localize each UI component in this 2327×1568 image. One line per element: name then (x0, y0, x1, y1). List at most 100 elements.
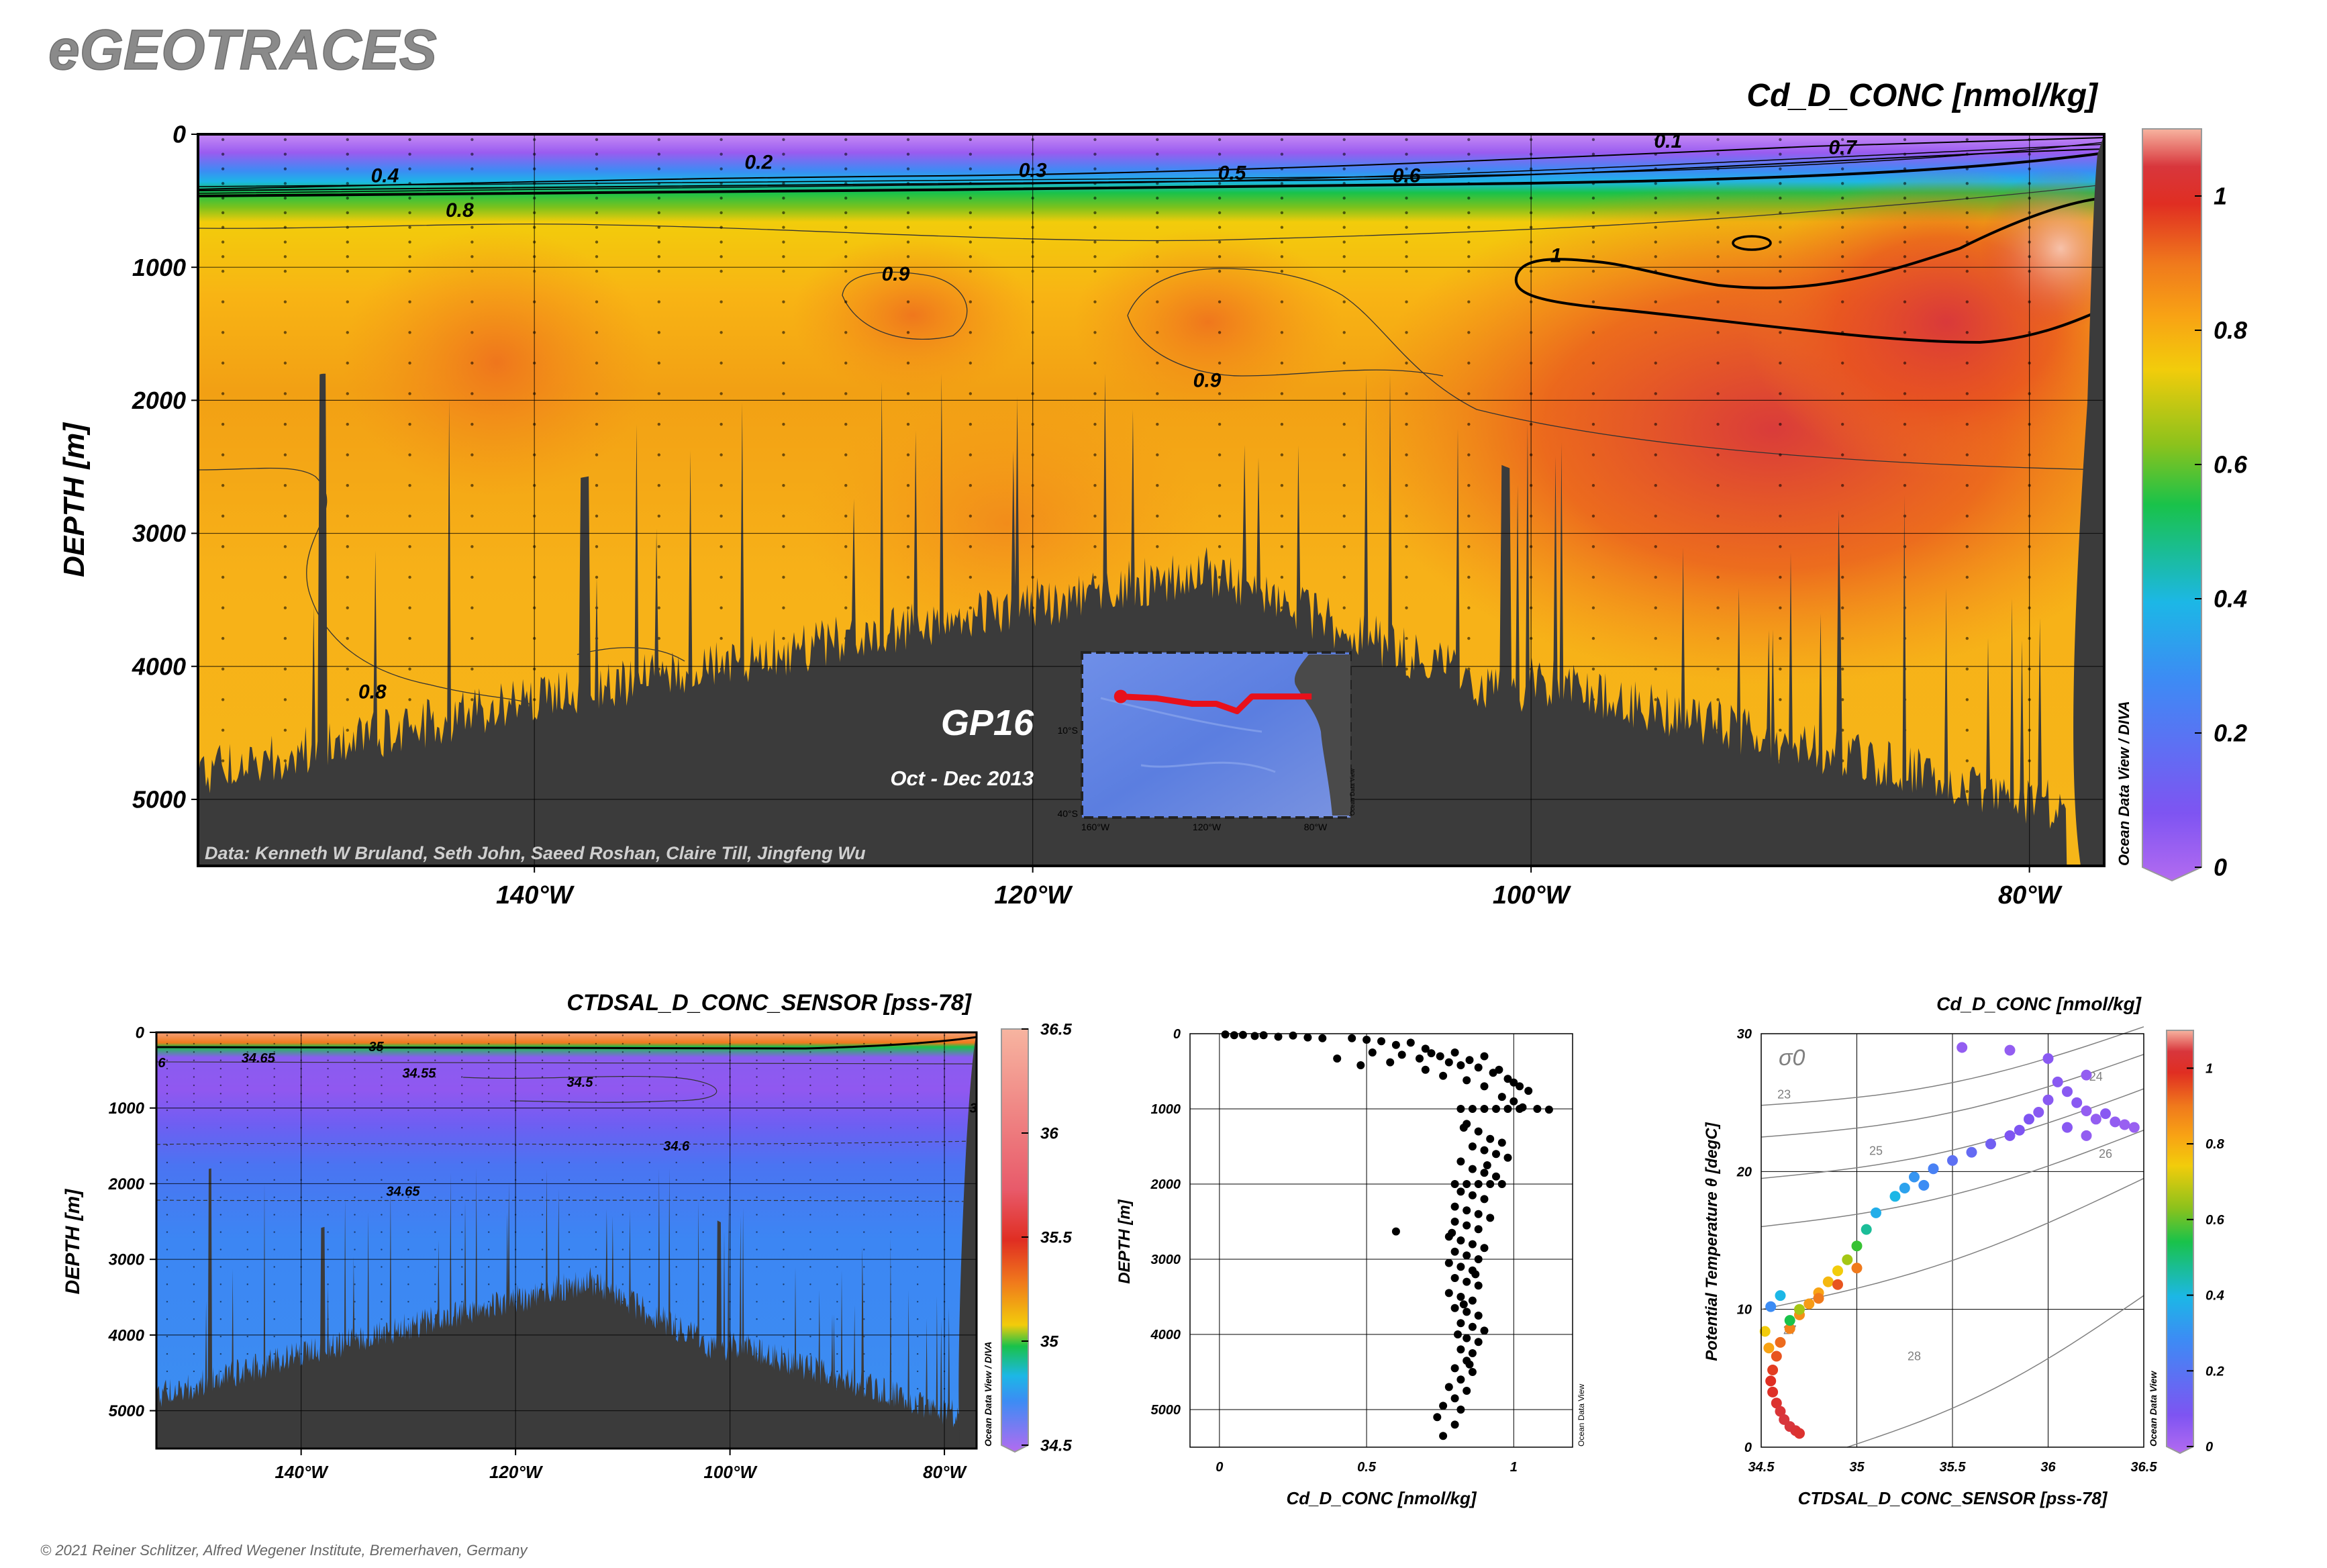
sample-point (1591, 226, 1595, 229)
profile-data-point (1439, 1071, 1448, 1080)
sample-point (354, 1144, 356, 1146)
sample-point (1093, 331, 1097, 334)
sample-point (1467, 196, 1471, 200)
sample-point (648, 1093, 650, 1095)
sample-point (1405, 182, 1408, 185)
sample-point (434, 1109, 436, 1112)
sample-point (568, 1196, 571, 1198)
sample-point (1467, 226, 1471, 229)
sample-point (408, 606, 411, 609)
sample-point (541, 1196, 544, 1198)
sample-point (1280, 453, 1284, 456)
sample-point (836, 1266, 838, 1268)
sample-point (836, 1161, 838, 1164)
sample-point (461, 1109, 463, 1112)
sample-point (1467, 240, 1471, 244)
isopycnal-label: 28 (1908, 1350, 1921, 1363)
profile-data-point (1356, 1061, 1365, 1069)
sample-point (836, 1318, 838, 1320)
sample-point (407, 1076, 409, 1078)
sample-point (1716, 152, 1720, 156)
sample-point (568, 1266, 571, 1268)
sample-point (221, 240, 225, 244)
sample-point (1591, 667, 1595, 671)
sample-point (1405, 300, 1408, 303)
sample-point (1156, 514, 1159, 518)
sample-point (346, 636, 349, 640)
sample-point (273, 1318, 275, 1320)
sample-point (969, 514, 973, 518)
sample-point (863, 1179, 865, 1181)
sample-point (783, 1301, 785, 1303)
sample-point (675, 1248, 677, 1251)
sample-point (461, 1301, 463, 1303)
sample-point (193, 1318, 195, 1320)
sample-point (702, 1042, 704, 1045)
contour-label: 34.65 (386, 1184, 420, 1199)
sample-point (1591, 211, 1595, 215)
sample-point (622, 1214, 624, 1216)
ts-data-point (1763, 1342, 1775, 1354)
sample-point (221, 269, 225, 273)
sample-point (844, 575, 848, 579)
x-tick-label: 120°W (994, 881, 1073, 910)
profile-data-point (1444, 1259, 1453, 1267)
sample-point (622, 1067, 624, 1070)
sample-point (595, 545, 599, 548)
sample-point (354, 1126, 356, 1129)
y-tick-label: 4000 (1150, 1328, 1181, 1342)
sample-point (836, 1353, 838, 1355)
sample-point (471, 269, 474, 273)
sample-point (471, 392, 474, 395)
ts-data-point (2004, 1044, 2016, 1056)
sample-point (1342, 392, 1346, 395)
ts-data-point (2042, 1053, 2054, 1064)
profile-data-point (1348, 1034, 1356, 1042)
sample-point (1965, 636, 1969, 640)
sample-point (1405, 606, 1408, 609)
sample-point (595, 1283, 597, 1285)
x-tick-label: 35 (1849, 1460, 1865, 1475)
sample-point (648, 1248, 650, 1251)
sample-point (193, 1214, 195, 1216)
sample-point (1965, 606, 1969, 609)
sample-point (1467, 545, 1471, 548)
sample-point (407, 1109, 409, 1112)
sample-point (1965, 182, 1969, 185)
sample-point (675, 1084, 677, 1087)
sample-point (756, 1084, 758, 1087)
sample-point (702, 1335, 704, 1338)
sample-point (541, 1266, 544, 1268)
sample-point (434, 1059, 436, 1061)
sample-point (1280, 514, 1284, 518)
sample-point (783, 1084, 785, 1087)
sample-point (809, 1161, 811, 1164)
sample-point (1342, 167, 1346, 170)
sample-point (461, 1196, 463, 1198)
sample-point (863, 1042, 865, 1045)
sample-point (471, 152, 474, 156)
colorbar-tick-label: 0.4 (2214, 585, 2247, 613)
profile-data-point (1468, 1142, 1477, 1150)
sample-point (863, 1101, 865, 1103)
ts-data-point (2014, 1124, 2025, 1136)
sample-point (1654, 514, 1657, 518)
sample-point (434, 1266, 436, 1268)
sample-point (1280, 196, 1284, 200)
sample-point (809, 1034, 811, 1036)
sample-point (487, 1067, 490, 1070)
sample-point (219, 1318, 222, 1320)
cruise-period-label: Oct - Dec 2013 (890, 767, 1034, 790)
sample-point (283, 606, 287, 609)
sample-point (1716, 240, 1720, 244)
sample-point (702, 1248, 704, 1251)
sample-point (720, 514, 723, 518)
sample-point (1591, 514, 1595, 518)
sample-point (1903, 392, 1907, 395)
sample-point (809, 1144, 811, 1146)
sample-point (1280, 545, 1284, 548)
sample-point (327, 1214, 329, 1216)
sample-point (381, 1144, 383, 1146)
sample-point (1903, 361, 1907, 365)
sample-point (246, 1248, 248, 1251)
